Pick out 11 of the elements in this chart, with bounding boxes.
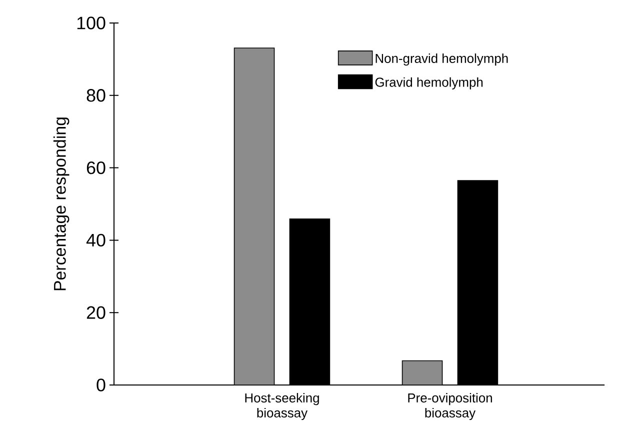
x-tick-label: Pre-oviposition bioassay <box>408 393 492 420</box>
y-tick-label: 20 <box>86 306 106 319</box>
y-tick-label: 0 <box>96 378 106 392</box>
legend-label: Non-gravid hemolymph <box>376 53 508 66</box>
x-tick-label: Host-seeking bioassay <box>245 393 319 420</box>
y-axis-title: Percentage responding <box>53 118 70 290</box>
y-tick-label: 80 <box>86 89 106 102</box>
y-tick-label: 60 <box>86 161 106 174</box>
y-tick-label: 100 <box>77 16 106 30</box>
y-tick-label: 40 <box>86 234 106 247</box>
legend-label: Gravid hemolymph <box>375 77 483 90</box>
